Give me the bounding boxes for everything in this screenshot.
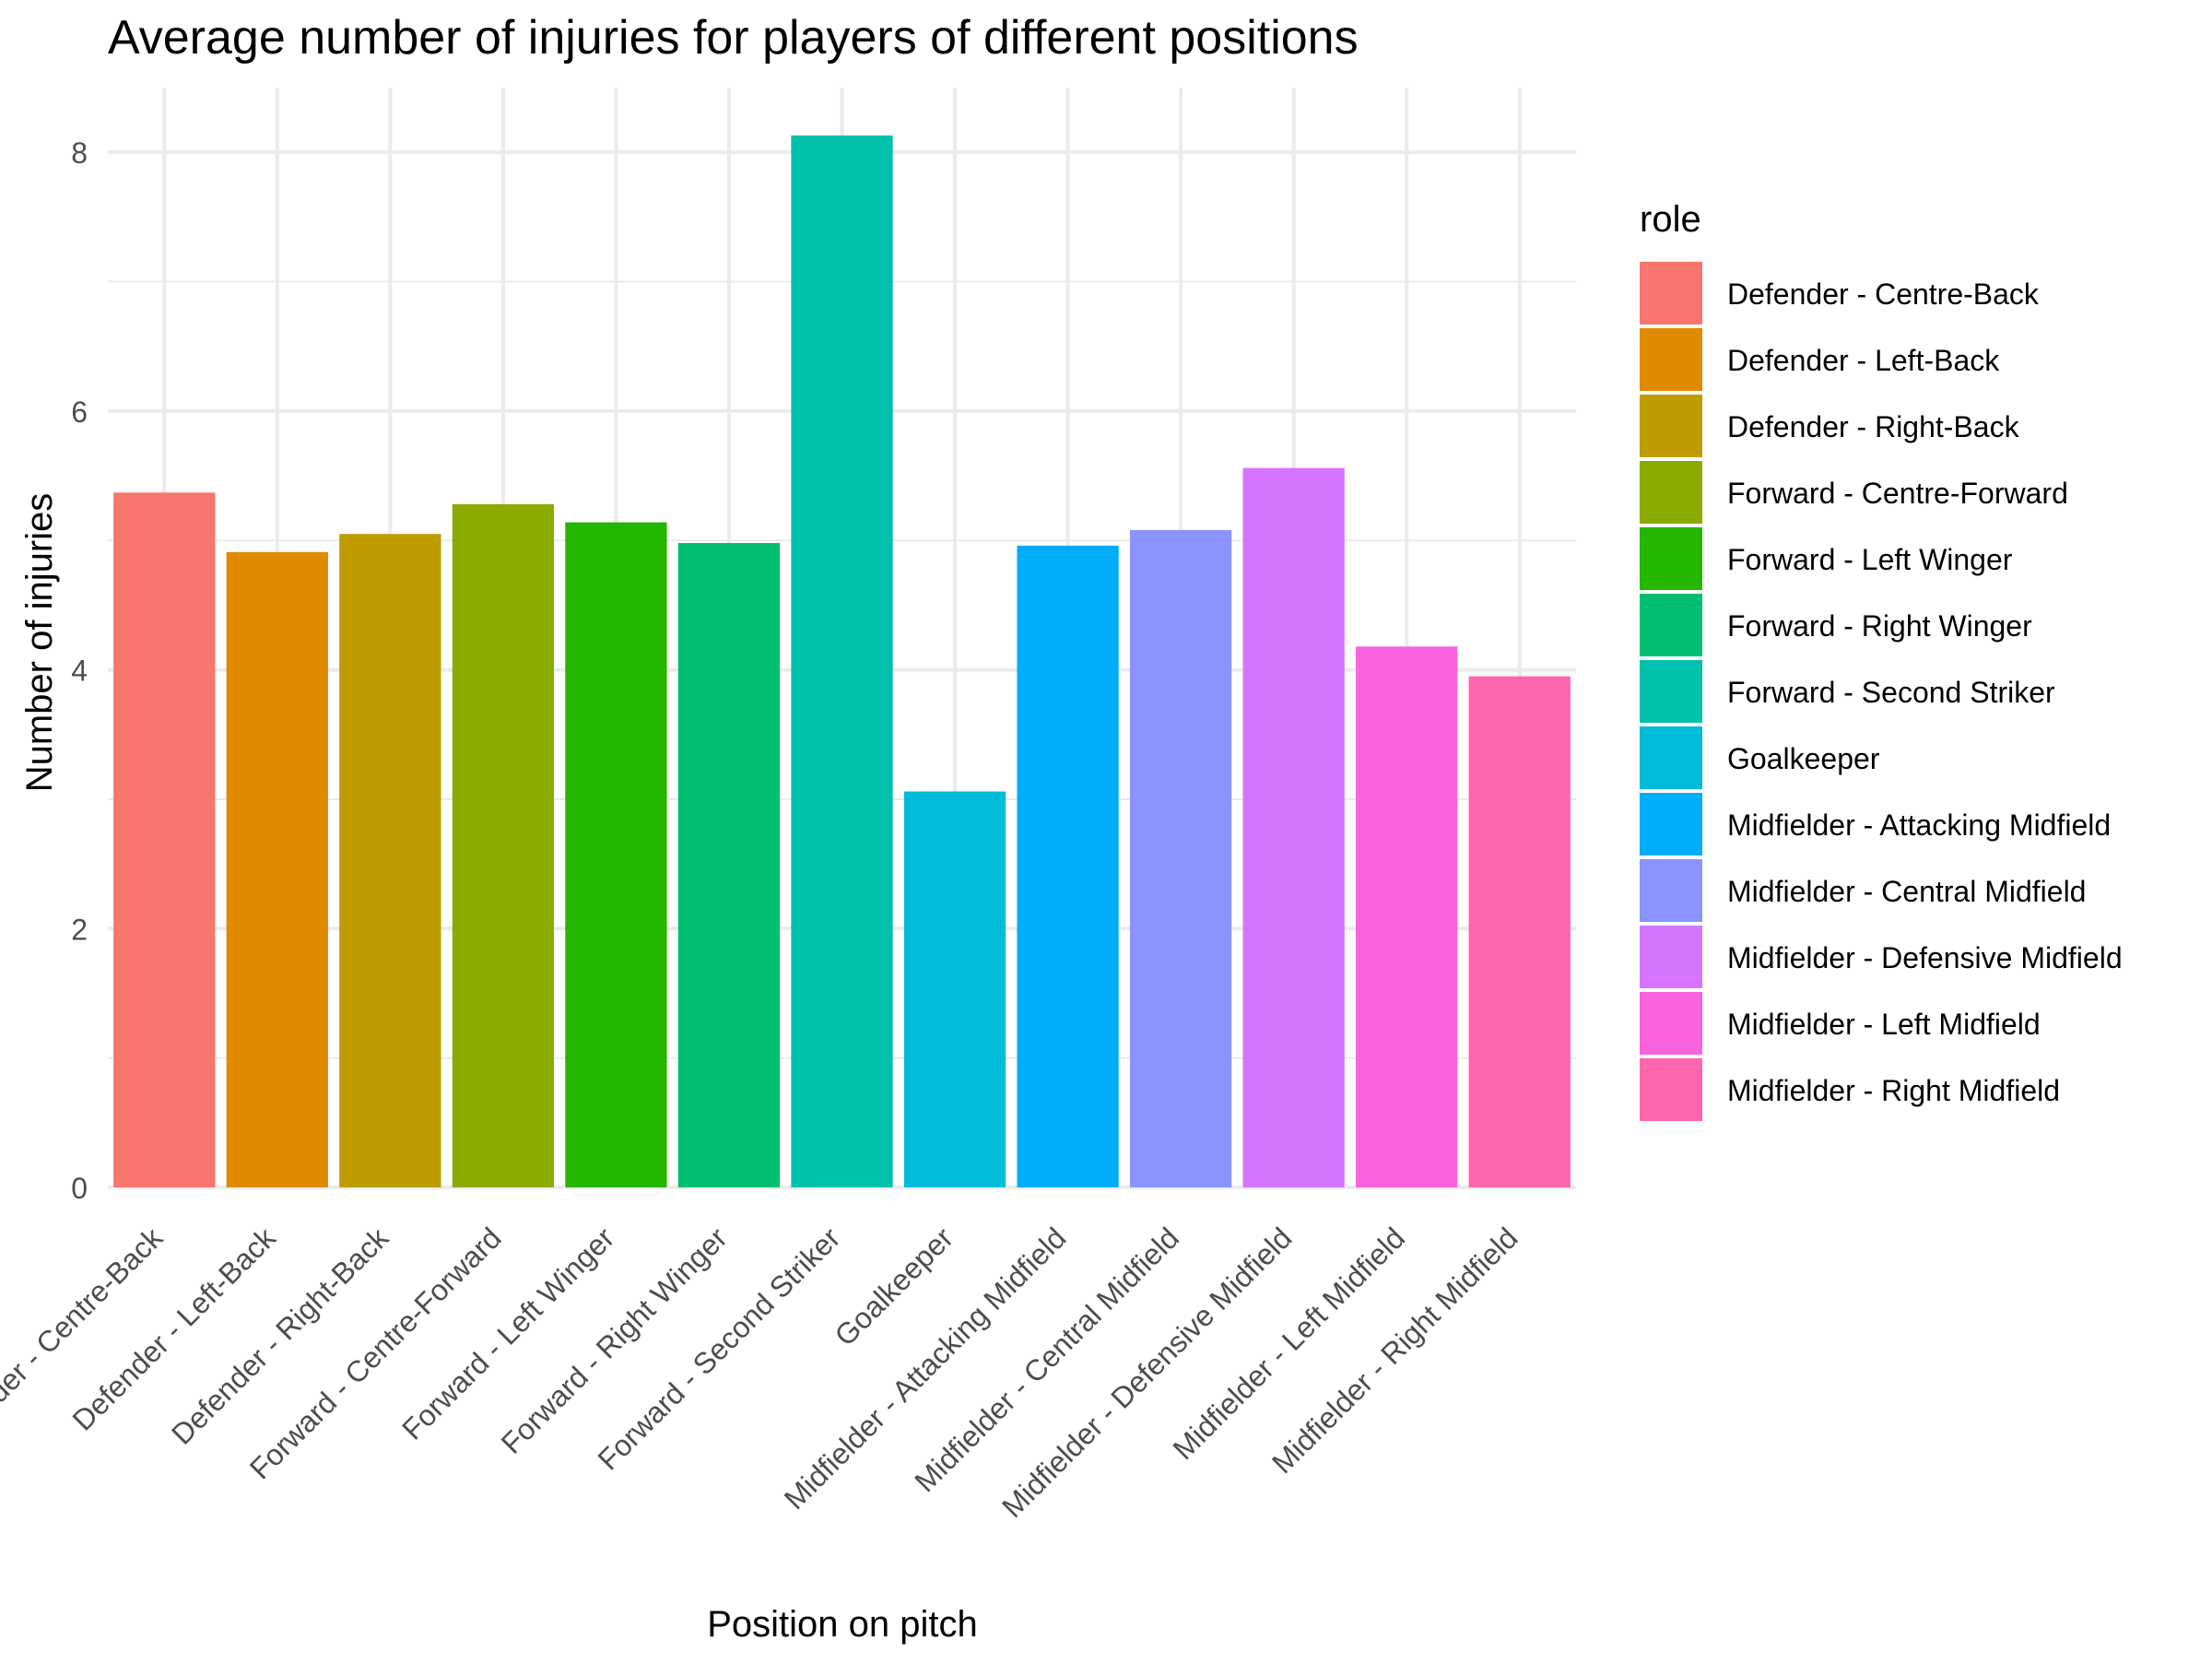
legend-label: Midfielder - Attacking Midfield: [1727, 808, 2111, 842]
bar: [1242, 467, 1345, 1187]
legend-title: role: [1640, 199, 1701, 240]
bar: [677, 543, 781, 1187]
y-tick-label: 8: [71, 136, 88, 170]
legend-label: Defender - Right-Back: [1727, 410, 2020, 443]
x-tick-label: Forward - Left Winger: [395, 1221, 620, 1446]
legend-label: Forward - Centre-Forward: [1727, 477, 2068, 510]
legend-swatch: [1640, 594, 1702, 656]
y-tick-label: 0: [71, 1172, 88, 1205]
legend-label: Forward - Left Winger: [1727, 543, 2013, 576]
x-tick-label: Forward - Second Striker: [591, 1221, 846, 1476]
legend-label: Midfielder - Right Midfield: [1727, 1074, 2060, 1107]
y-tick-label: 4: [71, 655, 88, 688]
legend-swatch: [1640, 328, 1702, 391]
x-tick-label: Forward - Right Winger: [495, 1221, 735, 1460]
legend-swatch: [1640, 527, 1702, 590]
bar: [1356, 646, 1458, 1187]
legend-label: Midfielder - Defensive Midfield: [1727, 941, 2123, 974]
bar: [791, 135, 893, 1188]
x-tick-label: Defender - Left-Back: [66, 1221, 283, 1437]
legend-swatch: [1640, 262, 1702, 325]
legend-swatch: [1640, 461, 1702, 524]
bar: [1017, 545, 1119, 1187]
legend-swatch: [1640, 793, 1702, 856]
legend-swatch: [1640, 726, 1702, 789]
legend-label: Goalkeeper: [1727, 742, 1880, 775]
legend-label: Defender - Centre-Back: [1727, 277, 2040, 311]
legend-label: Defender - Left-Back: [1727, 344, 2000, 377]
legend-swatch: [1640, 1058, 1702, 1121]
legend-swatch: [1640, 395, 1702, 457]
bar: [339, 534, 441, 1187]
bar: [452, 503, 555, 1187]
legend-swatch: [1640, 859, 1702, 922]
bar: [903, 791, 1006, 1187]
legend-label: Forward - Right Winger: [1727, 609, 2032, 643]
legend-label: Forward - Second Striker: [1727, 676, 2055, 709]
legend-label: Midfielder - Central Midfield: [1727, 875, 2086, 908]
legend-swatch: [1640, 660, 1702, 723]
legend-swatch: [1640, 992, 1702, 1055]
legend-label: Midfielder - Left Midfield: [1727, 1008, 2041, 1041]
bar: [113, 492, 216, 1187]
chart-title: Average number of injuries for players o…: [108, 11, 1359, 65]
legend-swatch: [1640, 926, 1702, 988]
bar: [565, 522, 667, 1187]
x-tick-label: Midfielder - Left Midfield: [1166, 1221, 1411, 1466]
bar: [226, 551, 328, 1187]
x-tick-label: Defender - Right-Back: [165, 1221, 395, 1451]
bar: [1129, 530, 1232, 1187]
bar: [1468, 676, 1571, 1187]
y-tick-label: 2: [71, 913, 88, 946]
y-tick-label: 6: [71, 395, 88, 429]
x-axis-title: Position on pitch: [707, 1604, 978, 1645]
y-axis-title: Number of injuries: [19, 493, 60, 793]
